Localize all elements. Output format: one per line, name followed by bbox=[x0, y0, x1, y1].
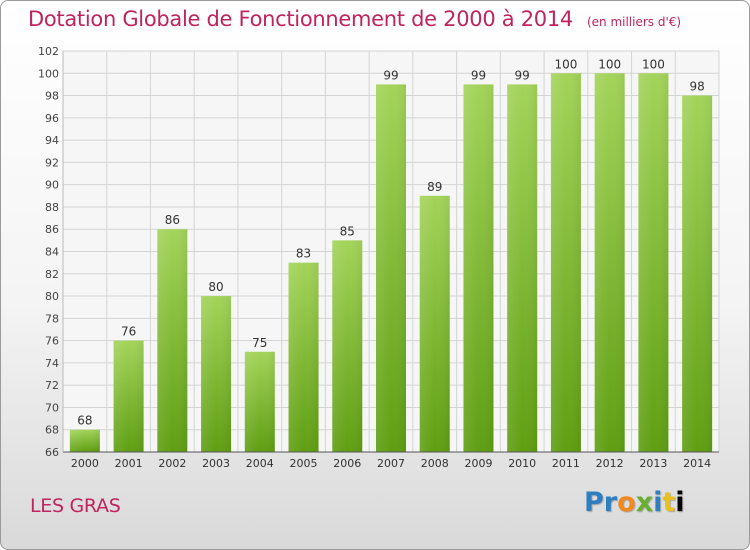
x-tick-label: 2002 bbox=[158, 457, 186, 470]
y-tick-label: 84 bbox=[45, 246, 59, 259]
bar-shine bbox=[507, 84, 538, 453]
bar-value-label: 76 bbox=[121, 325, 136, 339]
bar-shine bbox=[113, 340, 144, 452]
chart-title: Dotation Globale de Fonctionnement de 20… bbox=[28, 7, 681, 31]
bar-shine bbox=[376, 84, 406, 453]
bar-value-label: 99 bbox=[471, 68, 486, 82]
bar-value-label: 99 bbox=[515, 68, 530, 82]
y-tick-label: 78 bbox=[45, 312, 59, 325]
bar-shine bbox=[594, 73, 625, 453]
x-tick-label: 2013 bbox=[639, 457, 667, 470]
bar-shine bbox=[463, 84, 494, 453]
y-tick-label: 94 bbox=[45, 134, 59, 147]
y-tick-label: 98 bbox=[45, 90, 59, 103]
y-tick-label: 72 bbox=[45, 379, 59, 392]
bar-value-label: 100 bbox=[598, 57, 621, 71]
proxiti-logo: Proxiti bbox=[584, 487, 685, 518]
x-tick-label: 2009 bbox=[464, 457, 492, 470]
bar-value-label: 83 bbox=[296, 247, 311, 261]
y-tick-label: 96 bbox=[45, 112, 59, 125]
x-tick-label: 2010 bbox=[508, 457, 536, 470]
y-tick-label: 76 bbox=[45, 335, 59, 348]
y-tick-label: 82 bbox=[45, 268, 59, 281]
bar-shine bbox=[419, 195, 450, 453]
x-tick-label: 2005 bbox=[290, 457, 318, 470]
x-tick-label: 2006 bbox=[333, 457, 361, 470]
x-tick-label: 2007 bbox=[377, 457, 405, 470]
bar-value-label: 86 bbox=[165, 213, 180, 227]
bar-value-label: 75 bbox=[252, 336, 267, 350]
bar-value-label: 100 bbox=[554, 57, 577, 71]
y-tick-label: 80 bbox=[45, 290, 59, 303]
bar-value-label: 100 bbox=[642, 57, 665, 71]
x-tick-label: 2001 bbox=[115, 457, 143, 470]
bar-value-label: 98 bbox=[689, 80, 704, 94]
x-tick-label: 2004 bbox=[246, 457, 274, 470]
y-tick-label: 70 bbox=[45, 401, 59, 414]
commune-name: LES GRAS bbox=[30, 495, 121, 517]
y-tick-label: 92 bbox=[45, 156, 59, 169]
bar-shine bbox=[682, 95, 713, 453]
bar-value-label: 85 bbox=[340, 224, 355, 238]
x-tick-label: 2011 bbox=[552, 457, 580, 470]
x-tick-label: 2008 bbox=[421, 457, 449, 470]
y-tick-label: 86 bbox=[45, 223, 59, 236]
bar-shine bbox=[638, 73, 669, 453]
bar-shine bbox=[288, 262, 319, 452]
unit-note: (en milliers d'€) bbox=[586, 15, 682, 29]
bar-shine bbox=[550, 73, 581, 453]
y-tick-label: 74 bbox=[45, 357, 59, 370]
bar-value-label: 80 bbox=[208, 280, 223, 294]
x-tick-label: 2012 bbox=[596, 457, 624, 470]
bar-shine bbox=[332, 240, 363, 452]
y-tick-label: 100 bbox=[38, 67, 59, 80]
y-tick-label: 66 bbox=[45, 446, 59, 459]
y-tick-label: 102 bbox=[38, 45, 59, 58]
chart-title-text: Dotation Globale de Fonctionnement de 20… bbox=[28, 7, 573, 31]
x-tick-label: 2003 bbox=[202, 457, 230, 470]
y-tick-label: 68 bbox=[45, 424, 59, 437]
bar-shine bbox=[69, 429, 100, 452]
y-tick-label: 88 bbox=[45, 201, 59, 214]
bar-value-label: 99 bbox=[383, 68, 398, 82]
y-tick-label: 90 bbox=[45, 179, 59, 192]
bar-shine bbox=[244, 351, 275, 452]
x-tick-label: 2000 bbox=[71, 457, 99, 470]
bar-value-label: 89 bbox=[427, 180, 442, 194]
bar-shine bbox=[201, 296, 232, 452]
bar-value-label: 68 bbox=[77, 414, 92, 428]
x-tick-label: 2014 bbox=[683, 457, 711, 470]
bar-shine bbox=[157, 229, 188, 452]
